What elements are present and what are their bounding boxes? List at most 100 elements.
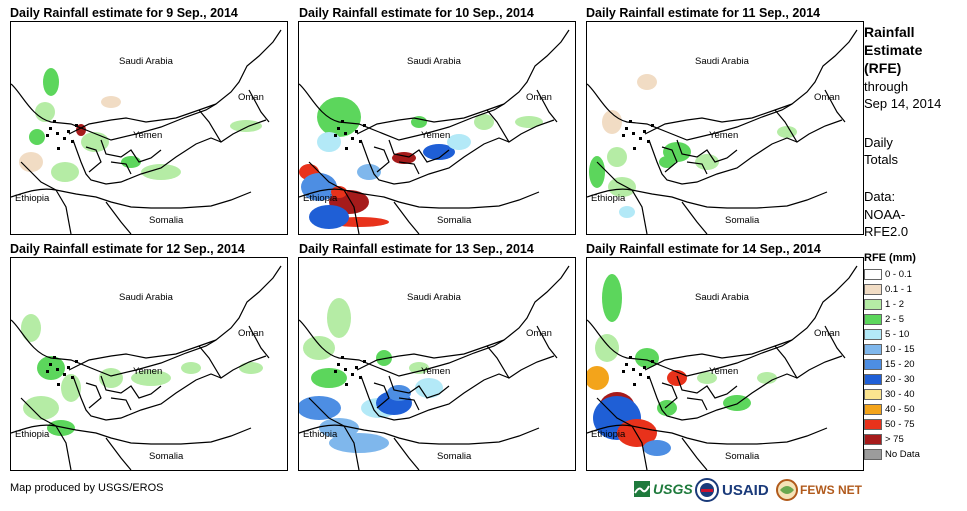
border-line (72, 373, 222, 421)
island-marker (651, 124, 654, 127)
border-line (676, 375, 738, 399)
border-line (20, 397, 57, 427)
legend-swatch (864, 314, 882, 325)
island-marker (53, 356, 56, 359)
panel-title-5: Daily Rainfall estimate for 13 Sep., 201… (299, 242, 534, 256)
legend-class-label: 10 - 15 (885, 344, 915, 355)
border-line (356, 339, 505, 371)
country-label-ethiopia: Ethiopia (15, 193, 50, 204)
rainfall-area (411, 116, 427, 128)
rainfall-map-panel: Saudi Arabia Oman Yemen Ethiopia Somalia (10, 257, 288, 471)
legend-data-line-3: RFE2.0 (864, 224, 909, 239)
legend-swatch (864, 449, 882, 460)
border-line (11, 265, 282, 377)
rainfall-area (23, 396, 59, 420)
country-label-saudi: Saudi Arabia (119, 56, 173, 67)
country-label-saudi: Saudi Arabia (695, 56, 749, 67)
rainfall-map-panel: Saudi Arabia Oman Yemen Ethiopia Somalia (586, 21, 864, 235)
legend-class-row: 2 - 5 (864, 312, 904, 327)
island-marker (625, 127, 628, 130)
border-line (248, 325, 270, 359)
usgs-logo-text: USGS (653, 481, 693, 497)
rainfall-area (423, 144, 455, 160)
legend-class-label: 15 - 20 (885, 359, 915, 370)
border-line (110, 397, 132, 411)
border-line (393, 201, 420, 234)
rainfall-area (317, 97, 361, 137)
border-line (373, 146, 390, 173)
rainfall-area (409, 362, 429, 374)
border-line (343, 425, 360, 470)
rainfall-area (608, 177, 636, 197)
border-line (248, 89, 270, 123)
legend-class-row: 15 - 20 (864, 357, 915, 372)
rainfall-area (777, 126, 797, 138)
border-line (596, 161, 633, 191)
island-marker (53, 120, 56, 123)
rainfall-area (697, 372, 717, 384)
island-marker (49, 127, 52, 130)
border-line (85, 146, 102, 173)
legend-swatch (864, 404, 882, 415)
border-line (20, 161, 57, 191)
legend-class-row: 0 - 0.1 (864, 267, 912, 282)
border-line (661, 382, 678, 409)
island-marker (643, 366, 646, 369)
country-label-oman: Oman (814, 92, 840, 103)
legend-class-label: 1 - 2 (885, 299, 905, 310)
border-line (55, 189, 72, 234)
border-line (11, 29, 282, 141)
rainfall-area (515, 116, 543, 128)
legend-swatch (864, 359, 882, 370)
rainfall-area (589, 156, 605, 188)
legend-class-label: 40 - 50 (885, 404, 915, 415)
border-line (55, 425, 72, 470)
rainfall-area (637, 74, 657, 90)
border-line (308, 397, 345, 427)
island-marker (647, 376, 650, 379)
country-label-yemen: Yemen (421, 130, 451, 141)
border-line (105, 437, 132, 470)
border-line (631, 425, 648, 470)
border-line (661, 146, 678, 173)
legend-class-label: 5 - 10 (885, 329, 910, 340)
legend-title-line-2: Estimate (864, 42, 923, 58)
island-marker (71, 376, 74, 379)
island-marker (651, 360, 654, 363)
border-line (388, 139, 450, 163)
rainfall-area (43, 68, 59, 96)
legend-swatch (864, 284, 882, 295)
rainfall-area (447, 134, 471, 150)
border-line (72, 137, 222, 185)
fewsnet-logo: FEWS NET (776, 478, 862, 502)
rainfall-area (387, 385, 411, 401)
border-line (85, 382, 102, 409)
legend-swatch (864, 434, 882, 445)
legend-class-label: 20 - 30 (885, 374, 915, 385)
border-line (68, 339, 217, 371)
rainfall-area (311, 368, 347, 388)
border-line (648, 373, 798, 421)
legend-totals-line-2: Totals (864, 152, 898, 167)
island-marker (341, 120, 344, 123)
island-marker (633, 383, 636, 386)
rainfall-area (121, 156, 141, 168)
rainfall-area (619, 206, 635, 218)
border-line (686, 161, 708, 175)
country-label-ethiopia: Ethiopia (15, 429, 50, 440)
border-line (68, 103, 217, 135)
border-line (648, 137, 798, 185)
rainfall-area (51, 162, 79, 182)
island-marker (67, 366, 70, 369)
island-marker (75, 124, 78, 127)
rainfall-area (474, 114, 494, 130)
usaid-seal-icon (695, 478, 719, 502)
legend-subtitle-line-1: through (864, 79, 909, 94)
island-marker (337, 363, 340, 366)
country-label-somalia: Somalia (149, 215, 184, 226)
legend-class-row: 0.1 - 1 (864, 282, 912, 297)
border-line (676, 139, 738, 163)
rainfall-area (607, 147, 627, 167)
map-canvas (11, 29, 282, 234)
map-canvas (11, 265, 282, 470)
